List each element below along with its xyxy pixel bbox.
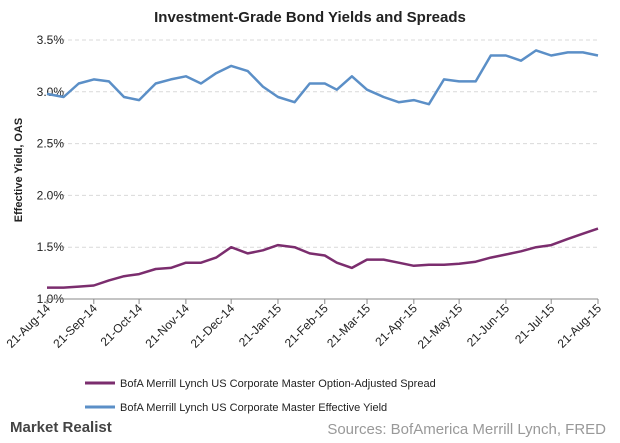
series-line	[46, 49, 599, 106]
x-tick-label: 21-Sep-14	[50, 301, 100, 351]
y-axis-label: Effective Yield, OAS	[13, 118, 25, 223]
x-tick-label: 21-Jun-15	[464, 301, 512, 349]
x-tick-label: 21-May-15	[415, 301, 466, 352]
y-tick-label: 1.5%	[37, 240, 65, 254]
x-tick-label: 21-Dec-14	[188, 301, 238, 351]
x-tick-label: 21-Jan-15	[236, 301, 284, 349]
chart-title: Investment-Grade Bond Yields and Spreads	[154, 9, 466, 26]
y-tick-label: 3.5%	[37, 33, 65, 47]
legend-label: BofA Merrill Lynch US Corporate Master O…	[120, 378, 436, 390]
brand: Market Realist	[10, 419, 112, 436]
x-tick-label: 21-Aug-15	[555, 301, 605, 351]
series-line	[47, 227, 599, 289]
source: Sources: BofAmerica Merrill Lynch, FRED	[327, 421, 606, 438]
y-tick-label: 2.0%	[37, 188, 65, 202]
x-tick-label: 21-Nov-14	[142, 301, 192, 351]
legend-label: BofA Merrill Lynch US Corporate Master E…	[120, 402, 387, 414]
y-tick-label: 2.5%	[37, 137, 65, 151]
x-tick-label: 21-Apr-15	[372, 301, 420, 349]
x-tick-label: 21-Aug-14	[4, 301, 54, 351]
x-tick-label: 21-Jul-15	[512, 301, 558, 347]
x-tick-label: 21-Oct-14	[98, 301, 146, 349]
x-tick-label: 21-Mar-15	[324, 301, 373, 350]
x-tick-label: 21-Feb-15	[282, 301, 331, 350]
